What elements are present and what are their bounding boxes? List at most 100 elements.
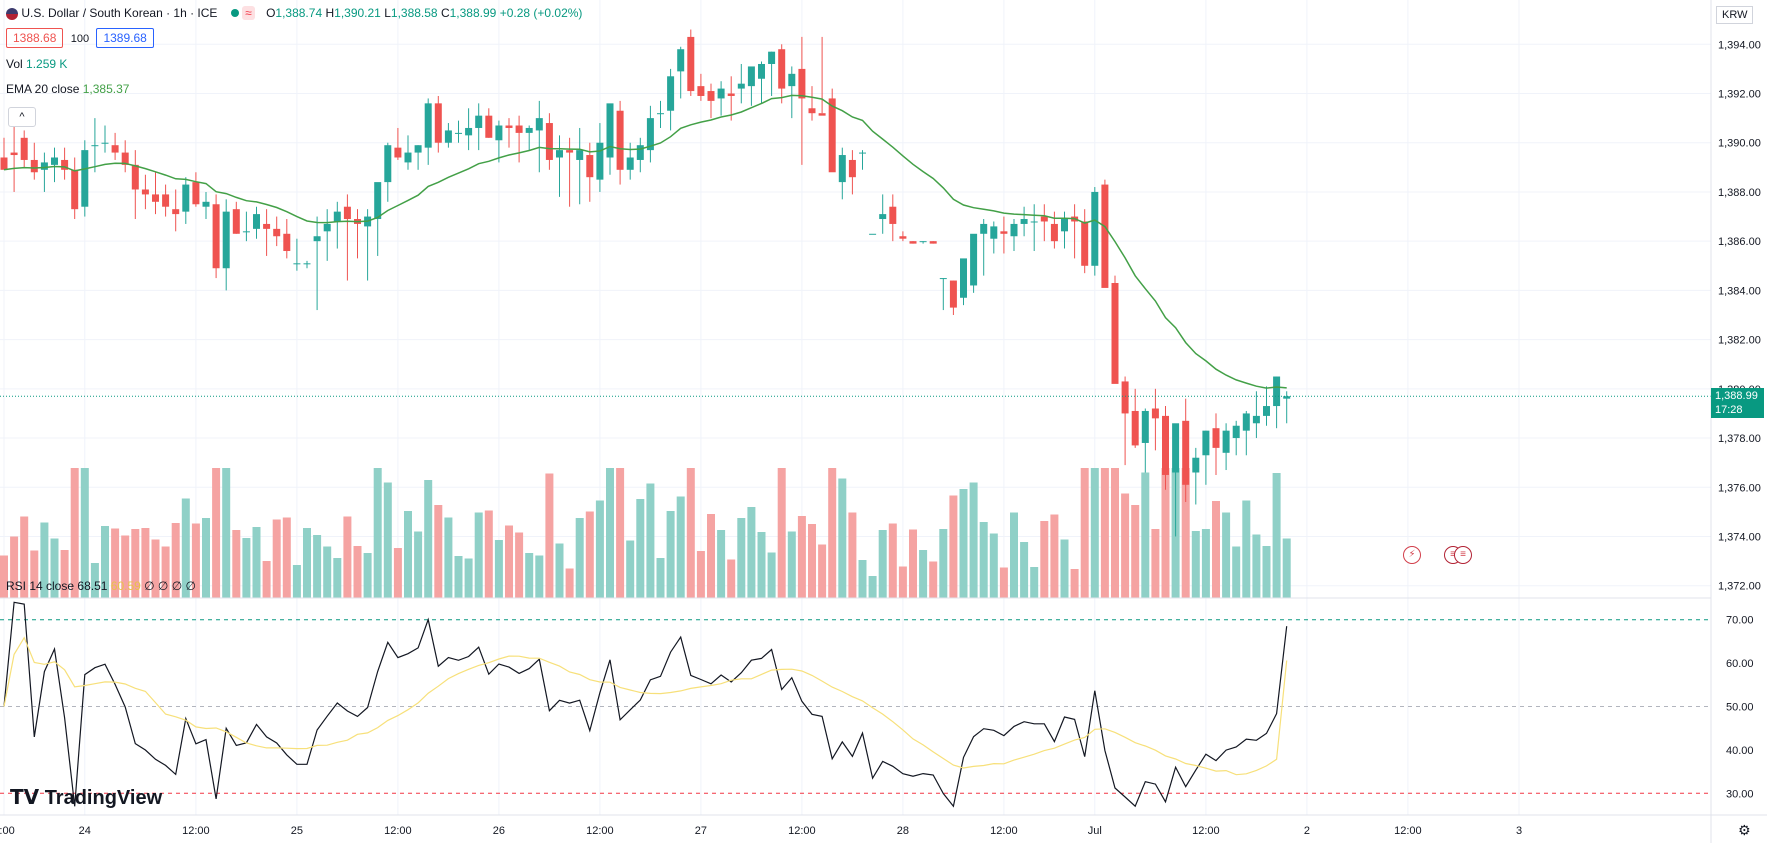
price-tick-label: 1,394.00 [1718,39,1761,51]
volume-bar [60,550,69,598]
market-status-icon [230,9,239,17]
volume-bar [373,468,382,598]
candle-body [1000,231,1008,234]
ema-value: 1,385.37 [82,82,130,96]
price-axis[interactable]: 1,394.00 1,392.00 1,390.00 1,388.00 1,386.00… [1718,39,1761,592]
open-value: 1,388.74 [275,6,323,20]
candle-body [1091,191,1099,266]
volume-legend[interactable]: Vol 1.259 K [6,57,67,71]
volume-bar [232,530,241,598]
currency-selector[interactable]: KRW [1716,6,1754,24]
close-value: 1,388.99 [449,6,497,20]
rsi-value: 68.51 [77,579,108,593]
candle-body [20,137,28,160]
candle-body [1252,415,1260,424]
candle-body [444,130,452,143]
candle-body [596,142,604,180]
volume-bar [777,468,786,598]
volume-bar [484,510,493,598]
time-tick-label: 2:00 [0,825,15,837]
candle-body [535,118,543,131]
volume-bar [292,565,301,598]
volume-bar [646,483,655,598]
candle-body [1273,376,1281,407]
price-tick-label: 1,382.00 [1718,335,1761,347]
volume-bar [202,518,210,598]
volume-bar [747,507,756,598]
candle-body [626,157,634,170]
volume-bar [888,523,897,598]
candle-body [424,103,432,148]
candle-body [303,263,311,265]
event-flag-icon[interactable]: ⚡ [1403,546,1421,564]
volume-bar [515,532,524,598]
candle-body [91,145,99,147]
candle-body [1061,219,1068,232]
volume-bar [494,540,503,598]
volume-bar [363,553,372,598]
volume-bar [131,529,140,598]
candle-body [455,132,462,134]
volume-bar [787,531,796,598]
candle-body [667,76,675,111]
volume-bar [767,552,776,598]
volume-bar [1252,534,1261,598]
candle-body [434,103,442,143]
volume-bar [1191,531,1200,598]
rsi-tick-label: 50.00 [1726,702,1754,714]
volume-bar [1070,569,1079,598]
change-value: +0.28 (+0.02%) [499,6,583,20]
volume-bar [1232,546,1241,598]
volume-bar [717,530,726,598]
volume-bar [434,505,443,598]
volume-bar [1010,512,1018,598]
candle-body [131,164,139,190]
candle-body [485,115,493,138]
time-tick-label: 3 [1516,825,1522,837]
volume-bar [454,556,463,598]
candle-body [1182,420,1190,485]
candle-body [737,83,745,89]
rsi-axis[interactable]: 70.00 60.00 50.00 40.00 30.00 [1726,615,1754,801]
time-tick-label: 12:00 [384,825,412,837]
rsi-legend[interactable]: RSI 14 close 68.51 60.59 ∅ ∅ ∅ ∅ [6,579,196,593]
collapse-legend-button[interactable]: ^ [8,107,36,127]
candle-body [51,157,58,165]
volume-bar [828,468,837,598]
price-tick-label: 1,372.00 [1718,581,1761,593]
gear-icon[interactable]: ⚙ [1738,822,1751,838]
volume-bar [555,543,564,598]
sell-button[interactable]: 1388.68 [6,28,64,48]
volume-bar [535,555,544,598]
candle-body [1121,381,1129,414]
candle-body [525,127,533,133]
candle-body [899,236,907,239]
volume-bar [878,530,887,598]
time-tick-label: 12:00 [990,825,1018,837]
us-event-icon-2[interactable]: ≡ [1454,546,1472,564]
ema-label: EMA 20 close [6,82,80,96]
volume-bar [757,532,766,598]
time-axis[interactable]: 2:00 24 12:00 25 12:00 26 12:00 27 12:00 28 12:00 J… [0,825,1522,837]
price-tick-label: 1,386.00 [1718,236,1761,248]
volume-bar [1282,538,1291,598]
candle-body [889,206,897,224]
volume-bar [50,538,59,598]
candle-body [677,49,685,72]
candle-body [727,93,735,96]
symbol-title[interactable]: U.S. Dollar / South Korean · 1h · ICE [21,6,218,20]
flag-icon [6,7,18,20]
tradingview-logo[interactable]: 𝗧𝗩 TradingView [10,787,163,809]
volume-bar [707,514,715,598]
candle-body [990,226,998,239]
volume-bar [353,546,362,598]
buy-button[interactable]: 1389.68 [96,28,154,48]
volume-bar [858,560,867,598]
candle-body [505,125,513,128]
rsi-ma-line [3,636,1288,776]
candle-body [182,184,190,212]
ema-legend[interactable]: EMA 20 close 1,385.37 [6,82,129,96]
time-tick-label: Jul [1088,825,1102,837]
volume-bar [929,561,938,598]
